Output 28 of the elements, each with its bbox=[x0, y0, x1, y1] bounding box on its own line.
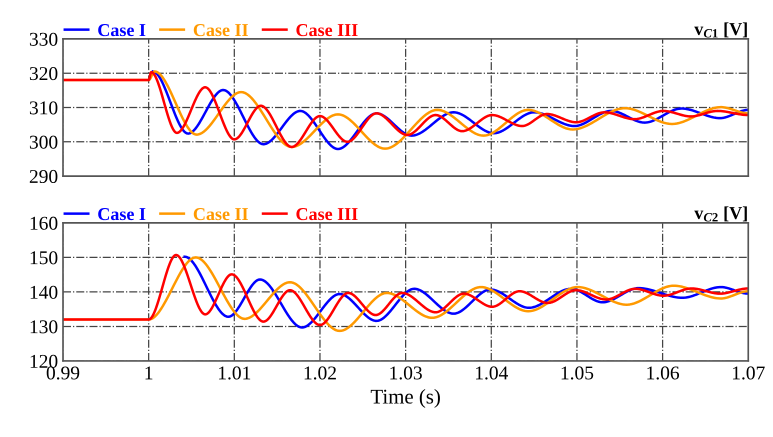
x-axis-title: Time (s) bbox=[370, 389, 440, 408]
y-tick-label: 330 bbox=[30, 32, 58, 46]
x-tick-label: 0.99 bbox=[46, 366, 80, 380]
x-tick-label: 1.05 bbox=[562, 366, 594, 380]
y-tick-label: 140 bbox=[30, 286, 58, 299]
legend-label: Case II bbox=[194, 208, 248, 220]
text: Case I bbox=[98, 208, 146, 220]
legend-label: Case III bbox=[296, 24, 358, 36]
y-tick-label: 150 bbox=[30, 251, 58, 264]
x-tick-label: 1.04 bbox=[476, 366, 508, 380]
y-tick-label: 300 bbox=[30, 136, 58, 149]
y-tick-label: 120 bbox=[30, 354, 58, 368]
text: Case I bbox=[98, 24, 146, 36]
chart-title: v$_{C2}$ [V] bbox=[694, 206, 747, 222]
y-tick-label: 310 bbox=[30, 101, 58, 114]
y-tick-label: 290 bbox=[30, 170, 58, 184]
x-tick-label: 1.07 bbox=[732, 366, 765, 380]
x-tick-label: 1 bbox=[146, 366, 152, 380]
x-tick-label: 1.06 bbox=[647, 366, 680, 380]
x-tick-label: 1.02 bbox=[304, 366, 336, 380]
y-tick-label: 320 bbox=[30, 67, 58, 80]
x-tick-label: 1.03 bbox=[390, 366, 422, 380]
y-tick-label: 160 bbox=[30, 216, 58, 230]
y-tick-label: 130 bbox=[30, 320, 58, 334]
legend-label: Case II bbox=[194, 24, 248, 36]
legend-label: Case III bbox=[296, 208, 358, 220]
x-tick-label: 1.01 bbox=[219, 366, 250, 380]
chart-title: v$_{C1}$ [V] bbox=[694, 22, 747, 38]
